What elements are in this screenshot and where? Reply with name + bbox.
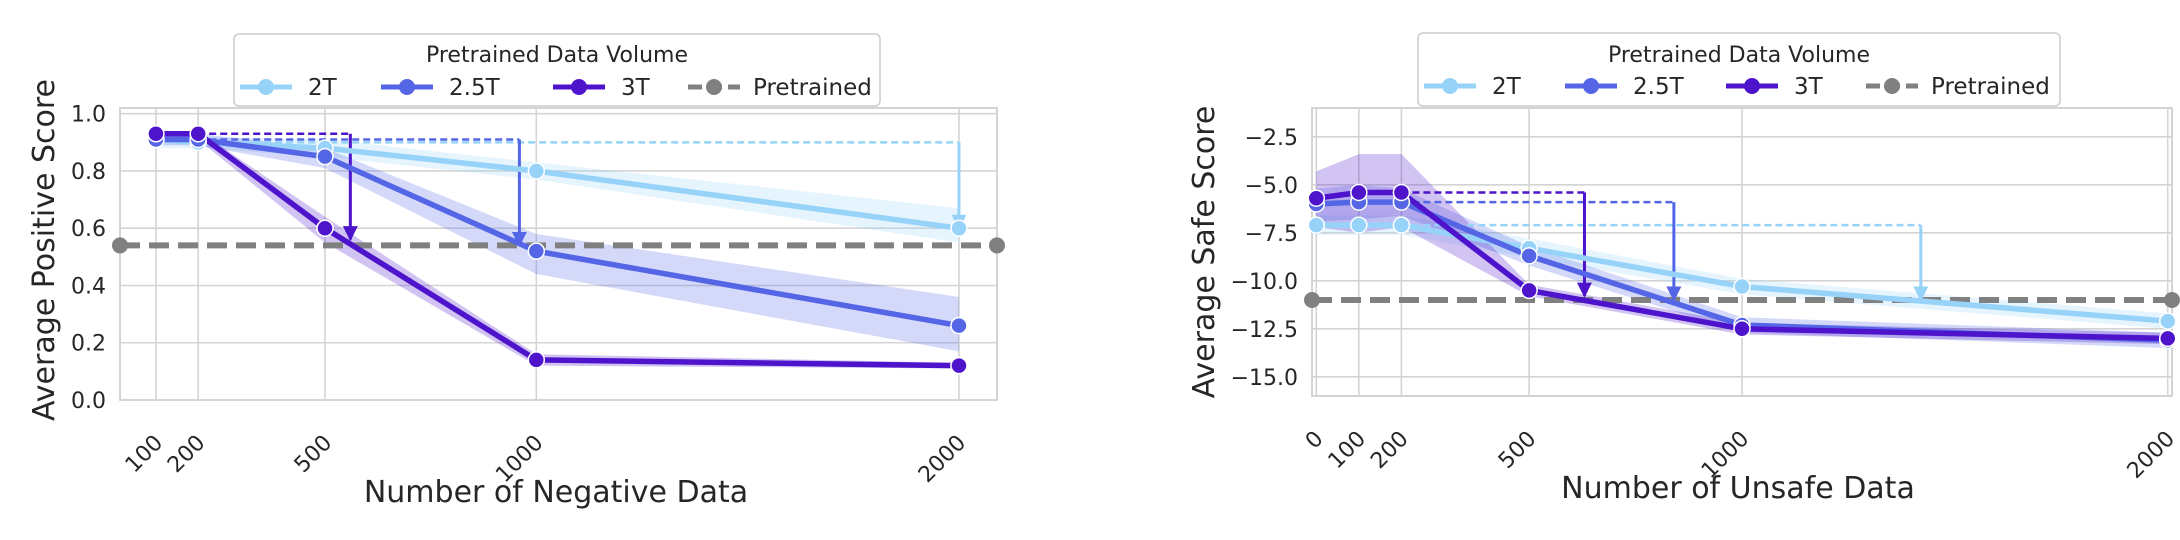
legend-label-2.5T: 2.5T [449, 75, 501, 101]
point-3T [1733, 320, 1751, 338]
legend-entry-3T: 3T [1726, 74, 1824, 100]
grid [1311, 107, 2173, 397]
x-tick-label: 0 [1301, 427, 1329, 455]
y-tick-label: 0.4 [71, 274, 106, 299]
legend-label-2.5T: 2.5T [1633, 74, 1685, 100]
drop-annotations [1401, 191, 1929, 302]
legend-title: Pretrained Data Volume [1608, 43, 1870, 68]
point-2T [527, 162, 546, 180]
y-tick-label: 0.8 [71, 160, 106, 185]
y-tick-label: 0.6 [71, 217, 106, 242]
legend-entry-3T: 3T [553, 75, 651, 101]
x-tick-label: 200 [163, 431, 210, 478]
point-3T [950, 356, 968, 375]
y-tick-label: −2.5 [1245, 126, 1298, 151]
series-points [1307, 183, 2177, 350]
legend-label-3T: 3T [621, 75, 651, 101]
legend-label-pretrained: Pretrained [753, 75, 872, 101]
x-axis-label: Number of Unsafe Data [1561, 471, 1915, 506]
pretrained-marker-right [2164, 292, 2180, 308]
y-tick-label: 1.0 [71, 103, 106, 128]
pretrained-marker-left [112, 237, 128, 254]
x-tick-label: 2000 [2123, 427, 2180, 484]
legend-label-2T: 2T [1492, 74, 1522, 100]
y-tick-label: −10.0 [1231, 270, 1298, 295]
y-tick-label: 0.0 [71, 389, 106, 414]
point-2T [1350, 216, 1368, 234]
band-3T [1316, 154, 2168, 345]
y-tick-label: −7.5 [1245, 222, 1298, 247]
y-tick-label: −5.0 [1245, 174, 1298, 199]
point-3T [147, 125, 165, 143]
pretrained-marker-right [989, 237, 1005, 254]
x-tick-label: 100 [1324, 427, 1371, 474]
x-tick-label: 100 [121, 431, 168, 478]
point-2T [950, 219, 968, 237]
legend-entry-2T: 2T [1424, 74, 1522, 100]
point-2.5T [527, 242, 546, 260]
point-3T [316, 219, 334, 237]
y-axis-label: Average Positive Score [27, 79, 62, 421]
x-tick-label: 500 [290, 431, 337, 478]
point-2.5T [950, 316, 968, 335]
x-tick-label: 2000 [914, 431, 971, 488]
point-2.5T [316, 147, 334, 166]
point-3T [1307, 189, 1326, 207]
y-tick-label: −15.0 [1231, 366, 1298, 391]
y-tick-label: −12.5 [1231, 318, 1298, 343]
x-axis-label: Number of Negative Data [364, 475, 748, 510]
x-tick-label: 200 [1366, 427, 1413, 474]
y-tick-label: 0.2 [71, 332, 106, 357]
legend-entry-2.5T: 2.5T [1565, 74, 1685, 100]
legend-entry-2.5T: 2.5T [381, 75, 501, 101]
legend-entry-2T: 2T [240, 75, 338, 101]
point-2T [2158, 312, 2177, 330]
pretrained-baseline [1304, 292, 2180, 308]
point-3T [1392, 183, 1411, 202]
point-2T [1307, 216, 1326, 234]
point-2T [1392, 216, 1411, 234]
legend-label-3T: 3T [1794, 74, 1824, 100]
point-3T [189, 125, 207, 143]
y-axis-label: Average Safe Score [1187, 106, 1222, 399]
confidence-bands [155, 130, 959, 369]
series-points [147, 125, 968, 375]
point-2.5T [1520, 247, 1538, 265]
legend-label-pretrained: Pretrained [1931, 74, 2050, 100]
x-tick-label: 500 [1494, 427, 1541, 474]
legend-title: Pretrained Data Volume [426, 43, 688, 68]
legend-entry-pretrained: Pretrained [1866, 74, 2050, 100]
legend: Pretrained Data Volume 2T 2.5T 3T Pretra… [1417, 32, 2061, 107]
legend: Pretrained Data Volume 2T 2.5T 3T Pretra… [233, 33, 881, 107]
legend-label-2T: 2T [308, 75, 338, 101]
point-3T [527, 351, 546, 369]
legend-entry-pretrained: Pretrained [688, 75, 872, 101]
point-3T [2158, 329, 2177, 348]
point-3T [1350, 183, 1368, 202]
point-3T [1520, 281, 1538, 300]
point-2T [1733, 277, 1751, 296]
pretrained-marker-left [1304, 292, 1320, 308]
pretrained-baseline [112, 237, 1005, 254]
